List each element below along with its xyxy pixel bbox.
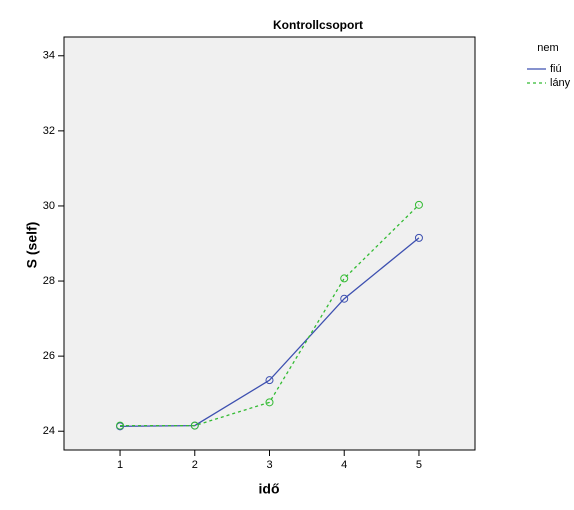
y-tick-label: 26 xyxy=(43,350,55,362)
y-tick-label: 32 xyxy=(43,125,55,137)
data-point xyxy=(340,294,349,303)
y-tick-label: 30 xyxy=(43,200,55,212)
data-point xyxy=(340,274,349,283)
series-line xyxy=(120,204,420,427)
x-tick-label: 3 xyxy=(266,459,272,471)
plot-area xyxy=(63,36,476,451)
legend-label: lány xyxy=(550,77,571,89)
x-tick-label: 2 xyxy=(192,459,198,471)
x-tick-label: 1 xyxy=(117,459,123,471)
legend-title: nem xyxy=(537,42,558,54)
x-tick-label: 5 xyxy=(416,459,422,471)
y-axis-label: S (self) xyxy=(24,222,40,269)
data-point xyxy=(265,376,274,385)
data-point xyxy=(265,398,274,407)
data-point xyxy=(414,233,423,242)
y-tick-label: 34 xyxy=(43,50,55,62)
chart-title: Kontrollcsoport xyxy=(273,18,363,32)
x-axis-label: idő xyxy=(259,481,280,497)
data-point xyxy=(414,200,423,209)
x-tick-label: 4 xyxy=(341,459,347,471)
legend-label: fiú xyxy=(550,63,562,75)
data-point xyxy=(116,421,125,430)
y-tick-label: 28 xyxy=(43,275,55,287)
data-point xyxy=(190,421,199,430)
y-tick-label: 24 xyxy=(43,425,55,437)
